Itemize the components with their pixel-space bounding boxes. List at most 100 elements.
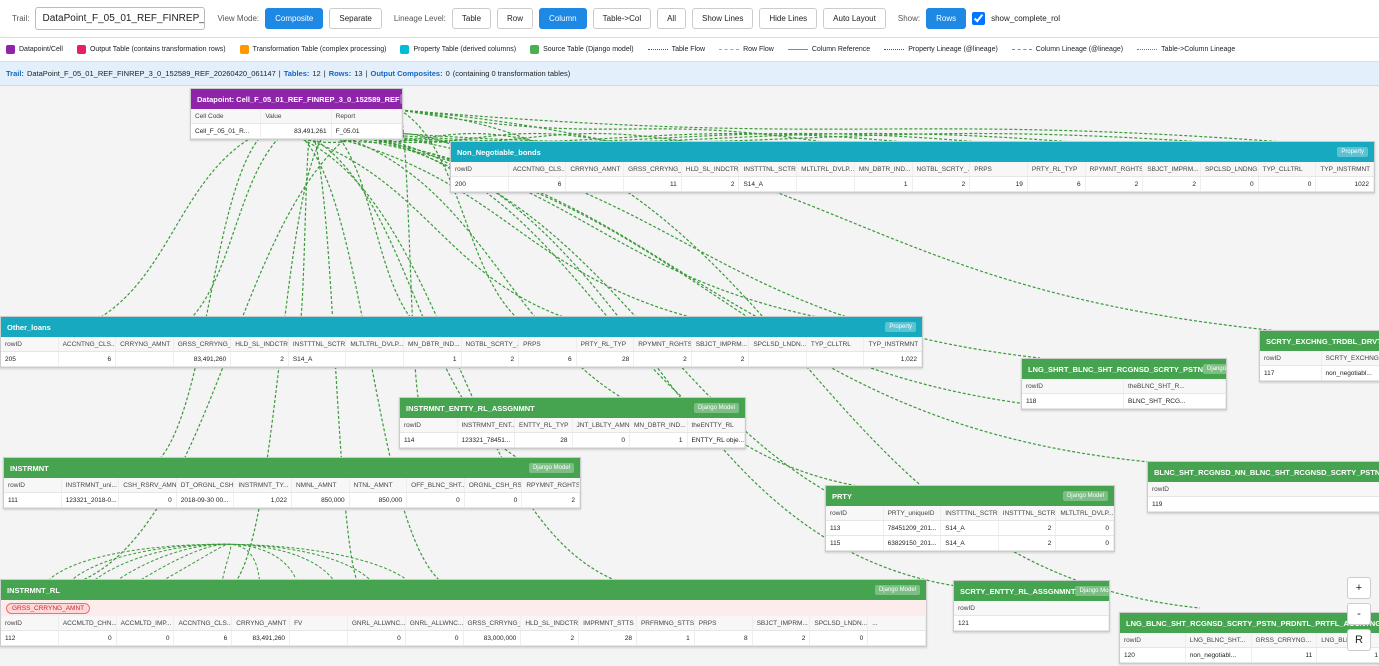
node-header: PRTY Django Model xyxy=(826,486,1114,506)
cell: 112 xyxy=(1,631,59,645)
cell: 2 xyxy=(1143,177,1201,191)
cell: 6 xyxy=(59,352,117,366)
cell: F_05.01 xyxy=(332,124,402,138)
table-node[interactable]: LNG_BLNC_SHT_RCGNSD_SCRTY_PSTN_PRDNTL_PR… xyxy=(1119,612,1379,664)
legend: Datapoint/Cell Output Table (contains tra… xyxy=(0,38,1379,62)
lineage-line xyxy=(39,543,421,594)
legend-label: Column Lineage (@lineage) xyxy=(1035,46,1124,53)
cell: 113 xyxy=(826,521,884,535)
node-header: INSTRMNT_ENTTY_RL_ASSGNMNT Django Model xyxy=(400,398,745,418)
column-header: INSTRMNT_TY... xyxy=(234,478,292,492)
column-header: HLD_SL_INDCTR xyxy=(521,616,580,630)
cell: 0 xyxy=(465,493,523,507)
info-bar: Trail: DataPoint_F_05_01_REF_FINREP_3_0_… xyxy=(0,62,1379,86)
cell: S14_A xyxy=(941,521,999,535)
column-header: CSH_RSRV_AMNT xyxy=(119,478,177,492)
table-node[interactable]: INSTRMNT_RL Django Model GRSS_CRRYNG_AMNT r… xyxy=(0,579,927,647)
column-header: ACCMLTD_CHN... xyxy=(59,616,117,630)
lineage-button[interactable]: Table->Col xyxy=(592,8,652,29)
data-row: 114 123321_78451... 28 0 1 ENTTY_RL obje... xyxy=(400,433,745,448)
column-header: rowID xyxy=(1148,482,1379,496)
column-header-row: rowID xyxy=(954,601,1109,616)
zoom-button[interactable]: - xyxy=(1347,603,1371,625)
node-badge: Property xyxy=(885,322,916,332)
column-header-row: rowID xyxy=(1148,482,1379,497)
cell: 0 xyxy=(406,631,464,645)
table-node[interactable]: BLNC_SHT_RCGNSD_NN_BLNC_SHT_RCGNSD_SCRTY… xyxy=(1147,461,1379,513)
lineage-button[interactable]: Table xyxy=(451,8,492,29)
data-row: 117 non_negotiabl... xyxy=(1260,366,1379,381)
auto-layout-button[interactable]: Auto Layout xyxy=(823,8,886,29)
column-header-row: rowID INSTRMNT_ENT... ENTTY_RL_TYP JNT_LBLT… xyxy=(400,418,745,433)
legend-item: Transformation Table (complex processing… xyxy=(239,45,386,54)
trail-input[interactable]: DataPoint_F_05_01_REF_FINREP_3_0_15 xyxy=(35,7,206,30)
legend-label: Table->Column Lineage xyxy=(1161,46,1236,53)
cell: 83,491,260 xyxy=(174,352,232,366)
cell: 115 xyxy=(826,536,884,550)
column-header: ACCNTNG_CLS... xyxy=(59,337,117,351)
node-header: BLNC_SHT_RCGNSD_NN_BLNC_SHT_RCGNSD_SCRTY… xyxy=(1148,462,1379,482)
table-node[interactable]: Other_loans Property rowID ACCNTNG_CLS... CR… xyxy=(0,316,923,368)
cell: 28 xyxy=(577,352,635,366)
legend-swatch xyxy=(787,49,808,50)
column-header: GRSS_CRRYNG_... xyxy=(624,162,682,176)
column-header: rowID xyxy=(826,506,884,520)
cell: 78451209_201... xyxy=(884,521,942,535)
column-header: rowID xyxy=(1120,633,1186,647)
table-node[interactable]: SCRTY_EXCHNG_TRDBL_DRVTV rowID SCRTY_EXCHN… xyxy=(1259,330,1379,382)
lineage-button[interactable]: Row xyxy=(497,8,534,29)
column-header: DT_ORGNL_CSH... xyxy=(177,478,235,492)
column-header: rowID xyxy=(4,478,62,492)
lineage-line xyxy=(309,127,701,429)
node-title: LNG_BLNC_SHT_RCGNSD_SCRTY_PSTN_PRDNTL_PR… xyxy=(1126,618,1379,628)
legend-item: Output Table (contains transformation ro… xyxy=(76,45,226,54)
table-node[interactable]: Non_Negotiable_bonds Property rowID ACCNTNG… xyxy=(450,141,1375,193)
lineage-button[interactable]: All xyxy=(657,8,686,29)
column-header: Value xyxy=(261,109,332,123)
cell: 123321_2018-0... xyxy=(62,493,120,507)
column-header: NTNL_AMNT xyxy=(350,478,408,492)
cell: 1022 xyxy=(1316,177,1374,191)
rows-button[interactable]: Rows xyxy=(926,8,967,29)
checkbox-label: show_complete_rol xyxy=(991,14,1061,23)
zoom-button[interactable]: R xyxy=(1347,629,1371,651)
cell: 114 xyxy=(400,433,458,447)
table-node[interactable]: PRTY Django Model rowID PRTY_uniqueID INSTTT… xyxy=(825,485,1115,552)
info-rows: 13 xyxy=(354,69,363,78)
show-lines-button[interactable]: Show Lines xyxy=(691,8,754,29)
cell: 1,022 xyxy=(864,352,922,366)
cell: 200 xyxy=(451,177,509,191)
checkbox[interactable] xyxy=(972,12,986,25)
table-node[interactable]: INSTRMNT Django Model rowID INSTRMNT_uni...… xyxy=(3,457,581,509)
table-node[interactable]: INSTRMNT_ENTTY_RL_ASSGNMNT Django Model ro… xyxy=(399,397,746,449)
hide-lines-button[interactable]: Hide Lines xyxy=(759,8,818,29)
column-header: Report xyxy=(332,109,402,123)
cell: 2018-09-30 00... xyxy=(177,493,235,507)
legend-item: Datapoint/Cell xyxy=(6,45,63,54)
cell: 2 xyxy=(521,631,580,645)
table-node[interactable]: LNG_SHRT_BLNC_SHT_RCGNSD_SCRTY_PSTN Djang… xyxy=(1021,358,1227,410)
column-header: rowID xyxy=(1,616,59,630)
cell: 2 xyxy=(682,177,740,191)
legend-label: Property Table (derived columns) xyxy=(413,46,517,53)
column-header: ENTTY_RL_TYP xyxy=(515,418,573,432)
column-header: NGTBL_SCRTY_... xyxy=(913,162,971,176)
lineage-button[interactable]: Column xyxy=(539,8,587,29)
lineage-line xyxy=(289,127,1041,149)
column-header: PRPS xyxy=(970,162,1028,176)
column-header: HLD_SL_INDCTR xyxy=(682,162,740,176)
composite-button[interactable]: Composite xyxy=(265,8,324,29)
info-note: (containing 0 transformation tables) xyxy=(452,69,571,78)
separate-button[interactable]: Separate xyxy=(329,8,382,29)
column-header: LNG_BLNC... xyxy=(1317,633,1379,647)
column-header: PRPS xyxy=(519,337,577,351)
cell: 0 xyxy=(119,493,177,507)
table-node[interactable]: Datapoint: Cell_F_05_01_REF_FINREP_3_0_1… xyxy=(190,88,403,140)
column-header: ACCMLTD_IMP... xyxy=(117,616,175,630)
zoom-button[interactable]: + xyxy=(1347,577,1371,599)
column-header-row: rowID ACCMLTD_CHN... ACCMLTD_IMP... ACCNTNG… xyxy=(1,616,926,631)
legend-swatch xyxy=(719,49,740,50)
column-header: rowID xyxy=(451,162,509,176)
cell: 0 xyxy=(59,631,117,645)
